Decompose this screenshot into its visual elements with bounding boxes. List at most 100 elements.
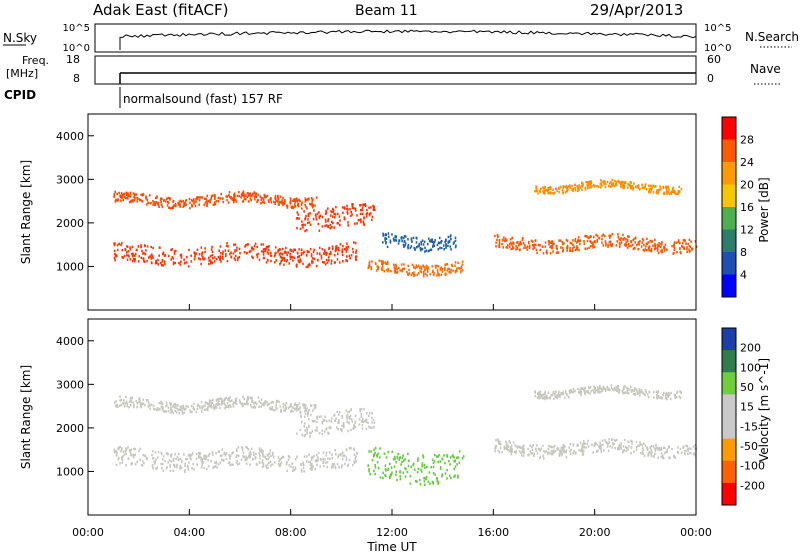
power-cell bbox=[202, 257, 205, 261]
velocity-cell bbox=[425, 475, 428, 479]
power-cell bbox=[163, 199, 165, 202]
power-cell bbox=[407, 247, 409, 250]
velocity-cell bbox=[630, 385, 632, 388]
power-cell bbox=[521, 238, 524, 241]
velocity-cell bbox=[555, 396, 558, 399]
velocity-cell bbox=[199, 455, 202, 459]
power-cell bbox=[305, 265, 308, 269]
velocity-cell bbox=[147, 405, 150, 408]
power-cell bbox=[253, 244, 256, 248]
power-cell bbox=[123, 192, 126, 195]
velocity-cell bbox=[568, 446, 570, 449]
velocity-cell bbox=[204, 404, 206, 407]
power-cell bbox=[539, 248, 542, 252]
velocity-cell bbox=[371, 426, 373, 429]
power-cell bbox=[235, 249, 238, 252]
power-cell bbox=[131, 253, 133, 256]
power-cell bbox=[278, 200, 281, 204]
velocity-cell bbox=[668, 445, 670, 448]
velocity-colorbar-tick: 200 bbox=[740, 342, 761, 355]
velocity-cell bbox=[583, 391, 586, 394]
velocity-cell bbox=[453, 456, 455, 459]
power-cell bbox=[199, 258, 202, 261]
power-cell bbox=[188, 248, 190, 252]
power-cell bbox=[310, 253, 313, 256]
velocity-cell bbox=[553, 391, 555, 394]
power-cell bbox=[673, 244, 675, 247]
power-cell bbox=[145, 249, 147, 252]
freq-tick-bottom: 8 bbox=[73, 72, 80, 85]
power-cell bbox=[298, 260, 300, 263]
power-cell bbox=[450, 248, 452, 251]
velocity-cell bbox=[243, 402, 246, 406]
power-cell bbox=[686, 246, 688, 249]
velocity-cell bbox=[507, 449, 510, 452]
power-cell bbox=[234, 254, 237, 258]
power-cell bbox=[393, 239, 396, 242]
velocity-colorbar-tick: -200 bbox=[740, 479, 765, 492]
power-cell bbox=[333, 254, 336, 257]
velocity-cell bbox=[241, 448, 244, 452]
velocity-cell bbox=[581, 443, 584, 447]
power-cell bbox=[310, 197, 313, 200]
velocity-data-group bbox=[113, 384, 698, 486]
power-cell bbox=[152, 200, 154, 203]
power-cell bbox=[113, 256, 116, 260]
velocity-cell bbox=[360, 407, 363, 411]
velocity-cell bbox=[210, 401, 213, 405]
power-cell bbox=[331, 245, 334, 248]
velocity-cell bbox=[607, 449, 610, 452]
power-cell bbox=[539, 244, 541, 247]
power-cell bbox=[336, 252, 339, 255]
velocity-cell bbox=[341, 428, 343, 431]
velocity-cell bbox=[268, 456, 270, 459]
velocity-ytick-label: 4000 bbox=[56, 335, 84, 348]
power-cell bbox=[392, 263, 395, 266]
velocity-cell bbox=[539, 390, 542, 393]
power-cell bbox=[368, 264, 371, 267]
velocity-cell bbox=[627, 388, 630, 391]
power-cell bbox=[164, 262, 166, 266]
power-cell bbox=[667, 186, 669, 189]
power-cell bbox=[302, 226, 304, 229]
power-cell bbox=[673, 247, 676, 250]
power-cell bbox=[307, 265, 309, 269]
velocity-cell bbox=[655, 446, 658, 450]
velocity-cell bbox=[671, 448, 673, 451]
velocity-cell bbox=[544, 450, 546, 454]
velocity-cell bbox=[245, 457, 247, 461]
velocity-cell bbox=[298, 402, 301, 405]
power-cell bbox=[357, 219, 360, 222]
velocity-cell bbox=[627, 440, 629, 444]
velocity-cell bbox=[580, 392, 582, 395]
power-cell bbox=[330, 262, 333, 265]
power-cell bbox=[300, 203, 303, 206]
velocity-cell bbox=[245, 402, 247, 406]
velocity-cell bbox=[326, 465, 328, 469]
power-cell bbox=[121, 196, 123, 199]
velocity-cell bbox=[556, 448, 559, 451]
power-cell bbox=[577, 186, 580, 189]
velocity-cell bbox=[409, 482, 412, 485]
velocity-cell bbox=[347, 463, 350, 466]
velocity-cell bbox=[656, 397, 658, 400]
power-cell bbox=[562, 185, 565, 188]
power-cell bbox=[630, 244, 632, 248]
power-cell bbox=[543, 189, 546, 192]
power-cell bbox=[211, 254, 214, 257]
velocity-cell bbox=[127, 446, 129, 449]
power-cell bbox=[250, 199, 252, 202]
velocity-cell bbox=[134, 447, 136, 451]
power-cell bbox=[678, 247, 681, 250]
power-cell bbox=[455, 269, 458, 273]
velocity-cell bbox=[134, 453, 136, 456]
power-cell bbox=[650, 250, 653, 253]
velocity-ytick-label: 3000 bbox=[56, 378, 84, 391]
power-cell bbox=[509, 242, 511, 246]
velocity-cell bbox=[250, 396, 253, 399]
power-cell bbox=[342, 211, 344, 215]
velocity-cell bbox=[276, 399, 278, 403]
power-cell bbox=[375, 262, 377, 265]
velocity-cell bbox=[643, 392, 645, 396]
velocity-cell bbox=[219, 406, 221, 409]
